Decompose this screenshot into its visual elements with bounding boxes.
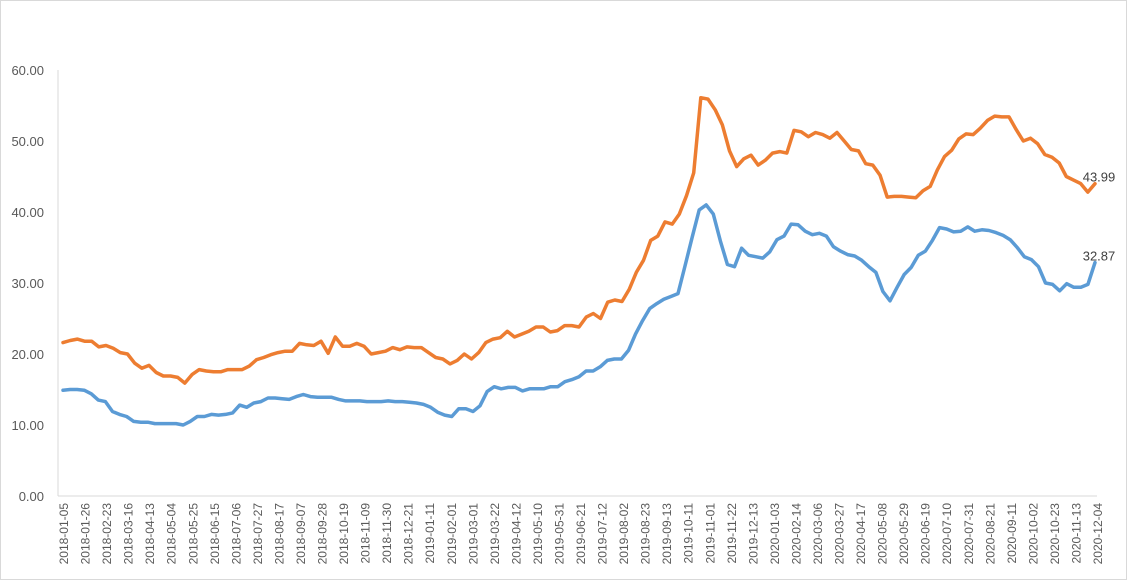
x-tick-label: 2019-07-12 — [596, 503, 610, 565]
x-tick-label: 2019-05-31 — [552, 503, 566, 565]
x-tick-label: 2018-11-09 — [359, 503, 373, 564]
x-tick-label: 2019-02-01 — [445, 503, 459, 565]
x-tick-label: 2019-09-13 — [660, 503, 674, 565]
data-label-end-1: 32.87 — [1083, 249, 1116, 264]
x-tick-label: 2018-05-25 — [186, 503, 200, 565]
x-tick-label: 2020-10-02 — [1026, 503, 1040, 565]
series-layer — [61, 95, 1097, 427]
y-tick-label: 30.00 — [11, 276, 44, 291]
x-tick-label: 2019-12-13 — [746, 503, 760, 565]
series-line-0 — [61, 95, 1097, 385]
x-tick-label: 2019-03-01 — [466, 503, 480, 565]
x-tick-label: 2019-11-01 — [703, 503, 717, 564]
y-tick-label: 60.00 — [11, 63, 44, 78]
x-tick-label: 2018-05-04 — [165, 503, 179, 565]
x-tick-label: 2020-01-03 — [768, 503, 782, 565]
x-tick-label: 2018-11-30 — [380, 503, 394, 564]
x-tick-label: 2020-07-31 — [962, 503, 976, 565]
x-tick-label: 2020-09-11 — [1005, 503, 1019, 564]
x-tick-label: 2019-10-11 — [682, 503, 696, 564]
x-tick-label: 2018-01-26 — [79, 503, 93, 565]
x-tick-label: 2018-09-28 — [316, 503, 330, 565]
x-tick-label: 2020-05-08 — [876, 503, 890, 565]
y-tick-label: 50.00 — [11, 134, 44, 149]
x-tick-label: 2018-12-21 — [402, 503, 416, 565]
x-tick-label: 2019-04-12 — [509, 503, 523, 565]
y-tick-label: 20.00 — [11, 347, 44, 362]
x-tick-label: 2018-02-23 — [100, 503, 114, 565]
x-tick-label: 2018-09-07 — [294, 503, 308, 565]
x-tick-label: 2020-03-06 — [811, 503, 825, 565]
x-tick-label: 2019-05-10 — [531, 503, 545, 565]
y-axis: 0.00 10.00 20.00 30.00 40.00 50.00 60.00 — [11, 63, 59, 504]
x-axis: 2018-01-05 2018-01-26 2018-02-23 2018-03-16… — [57, 495, 1105, 565]
x-tick-label: 2020-07-10 — [940, 503, 954, 565]
x-tick-label: 2020-11-13 — [1069, 503, 1083, 564]
x-tick-label: 2018-01-05 — [57, 503, 71, 565]
x-tick-label: 2018-04-13 — [143, 503, 157, 565]
x-tick-label: 2018-08-17 — [272, 503, 286, 565]
x-tick-label: 2019-03-22 — [488, 503, 502, 565]
x-tick-label: 2019-08-23 — [639, 503, 653, 565]
data-label-end-0: 43.99 — [1083, 170, 1116, 185]
x-tick-label: 2020-06-19 — [919, 503, 933, 565]
x-tick-label: 2018-06-15 — [208, 503, 222, 565]
x-tick-label: 2019-06-21 — [574, 503, 588, 565]
x-tick-label: 2018-07-06 — [229, 503, 243, 565]
x-tick-label: 2020-04-17 — [854, 503, 868, 565]
y-tick-label: 40.00 — [11, 205, 44, 220]
x-tick-label: 2018-07-27 — [251, 503, 265, 565]
x-tick-label: 2019-01-11 — [423, 503, 437, 564]
x-tick-label: 2020-08-21 — [983, 503, 997, 565]
x-tick-label: 2020-10-23 — [1048, 503, 1062, 565]
y-tick-label: 0.00 — [19, 489, 44, 504]
data-label-layer: 43.99 32.87 — [1083, 170, 1116, 264]
x-tick-label: 2020-02-14 — [789, 503, 803, 565]
x-tick-label: 2020-05-29 — [897, 503, 911, 565]
x-tick-label: 2019-11-22 — [725, 503, 739, 564]
x-tick-label: 2019-08-02 — [617, 503, 631, 565]
x-tick-label: 2018-03-16 — [122, 503, 136, 565]
x-tick-label: 2020-03-27 — [833, 503, 847, 565]
series-line-1 — [61, 203, 1097, 427]
x-tick-label: 2020-12-04 — [1091, 503, 1105, 565]
x-tick-label: 2018-10-19 — [337, 503, 351, 565]
y-tick-label: 10.00 — [11, 418, 44, 433]
